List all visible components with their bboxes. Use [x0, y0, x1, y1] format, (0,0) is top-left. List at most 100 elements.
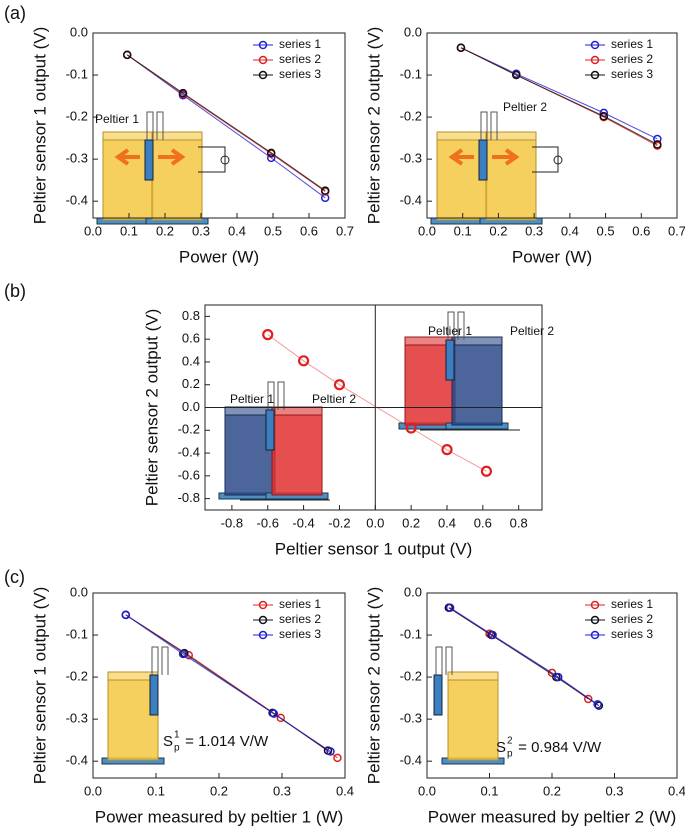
- data-point: [121, 610, 131, 620]
- y-axis-title: Peltier sensor 1 output (V): [30, 587, 49, 784]
- y-tick-label: -0.1: [400, 66, 422, 81]
- y-tick-label: 0.4: [182, 353, 200, 368]
- plot-frame: [92, 32, 346, 219]
- wire: [146, 111, 164, 140]
- x-tick-label: 0.4: [228, 223, 246, 238]
- legend-label: series 3: [611, 627, 653, 641]
- circuit: [532, 146, 559, 173]
- y-tick-label: -0.4: [178, 444, 200, 459]
- y-tick-label: 0.0: [70, 24, 88, 39]
- wire: [151, 646, 169, 675]
- x-tick-label: 0.1: [120, 223, 138, 238]
- x-axis-title: Peltier sensor 1 output (V): [275, 539, 472, 558]
- data-point: [266, 148, 276, 158]
- data-point: [122, 50, 132, 60]
- wire: [480, 111, 498, 140]
- circuit: [240, 429, 520, 501]
- legend-label: series 1: [611, 597, 653, 611]
- legend-marker: [590, 600, 600, 610]
- x-tick-label: 0.2: [543, 783, 561, 798]
- data-point: [480, 465, 493, 477]
- data-point: [594, 701, 604, 710]
- series-line: [125, 614, 331, 752]
- device-block: [451, 344, 503, 426]
- legend-marker: [258, 55, 268, 65]
- source: [553, 155, 563, 165]
- x-tick-label: 0.4: [668, 783, 685, 798]
- x-tick-label: 0.6: [300, 223, 318, 238]
- device-top: [102, 131, 154, 141]
- legend-label: series 1: [279, 37, 321, 51]
- sensor: [433, 674, 443, 716]
- data-point: [456, 43, 466, 52]
- x-tick-label: 0.0: [366, 515, 384, 530]
- x-tick-label: -0.6: [257, 515, 279, 530]
- device-top: [485, 131, 537, 141]
- y-tick-label: -0.3: [66, 711, 88, 726]
- heat-arrow: [158, 148, 186, 166]
- y-tick-label: -0.2: [66, 669, 88, 684]
- x-tick-label: 0.1: [480, 783, 498, 798]
- annotation: = 1.014 V/W: [181, 733, 269, 750]
- x-tick-label: 0.5: [597, 223, 615, 238]
- device-block: [447, 679, 499, 761]
- heat-arrow: [448, 148, 474, 166]
- legend-marker: [590, 615, 600, 625]
- sensor: [265, 409, 275, 451]
- x-axis-title: Power measured by peltier 1 (W): [95, 807, 343, 826]
- legend-marker: [590, 55, 600, 65]
- x-tick-label: 0.7: [668, 223, 685, 238]
- data-point: [584, 694, 593, 704]
- x-tick-label: 0.5: [264, 223, 282, 238]
- legend-label: series 3: [611, 67, 653, 81]
- x-tick-label: -0.2: [328, 515, 350, 530]
- legend-label: series 2: [611, 612, 653, 626]
- y-tick-label: -0.4: [66, 193, 88, 208]
- x-tick-label: 0.0: [418, 223, 436, 238]
- x-tick-label: 0.0: [84, 223, 102, 238]
- x-tick-label: 0.2: [489, 223, 507, 238]
- x-tick-label: 0.2: [156, 223, 174, 238]
- sensor: [478, 139, 488, 181]
- annotation: Peltier 2: [510, 324, 554, 338]
- x-tick-label: 0.1: [454, 223, 472, 238]
- data-point: [333, 753, 342, 763]
- y-tick-label: -0.3: [66, 151, 88, 166]
- x-axis-title: Power (W): [512, 247, 592, 266]
- x-axis-title: Power measured by peltier 2 (W): [428, 807, 676, 826]
- legend-label: series 2: [611, 52, 653, 66]
- sensor: [144, 139, 154, 181]
- y-tick-label: -0.2: [400, 669, 422, 684]
- data-point: [262, 329, 274, 341]
- x-tick-label: 0.4: [438, 515, 456, 530]
- legend-label: series 3: [279, 67, 321, 81]
- data-point: [320, 186, 330, 195]
- device-top: [271, 406, 323, 416]
- x-tick-label: 0.6: [632, 223, 650, 238]
- legend-marker: [590, 70, 600, 80]
- data-point: [178, 88, 188, 98]
- y-tick-label: -0.4: [400, 753, 422, 768]
- series-line: [126, 54, 326, 192]
- y-tick-label: 0.8: [182, 308, 200, 323]
- x-tick-label: 0.4: [336, 783, 354, 798]
- x-tick-label: 0.0: [418, 783, 436, 798]
- y-tick-label: -0.4: [400, 193, 422, 208]
- y-tick-label: -0.2: [66, 109, 88, 124]
- annotation: Peltier 1: [428, 324, 472, 338]
- series-line: [460, 47, 658, 140]
- panel-label: (c): [4, 567, 25, 587]
- annotation: 1: [174, 730, 180, 741]
- legend-marker: [258, 40, 268, 50]
- x-tick-label: 0.7: [336, 223, 354, 238]
- x-tick-label: 0.0: [84, 783, 102, 798]
- data-point: [326, 747, 335, 756]
- wire: [447, 311, 465, 340]
- annotation: Peltier 2: [312, 392, 356, 406]
- device-top: [436, 131, 488, 141]
- y-tick-label: 0.6: [182, 331, 200, 346]
- series-line: [460, 47, 658, 145]
- y-tick-label: 0.0: [404, 24, 422, 39]
- series-line: [267, 334, 487, 472]
- device-top: [151, 131, 203, 141]
